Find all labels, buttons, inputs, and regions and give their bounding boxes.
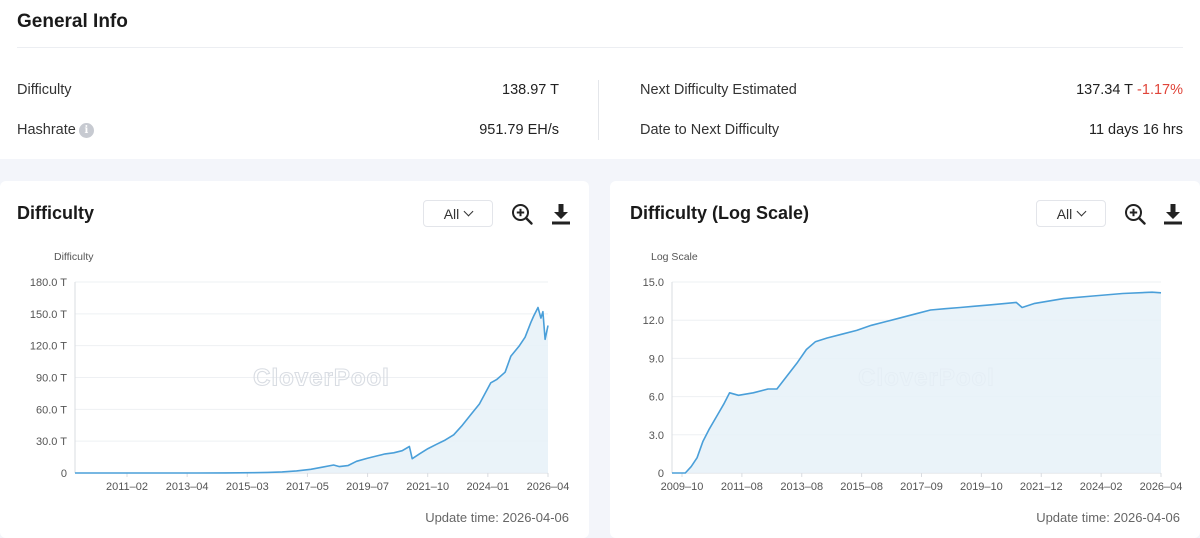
- x-tick-label: 2011–08: [721, 481, 763, 493]
- y-tick-label: 120.0 T: [30, 341, 67, 353]
- hashrate-label: Hashrate: [17, 122, 76, 138]
- x-tick-label: 2017–05: [286, 481, 329, 493]
- hashrate-row: Hashrate i 951.79 EH/s: [17, 120, 559, 140]
- date-to-next-label: Date to Next Difficulty: [640, 122, 780, 138]
- next-difficulty-change: -1.17%: [1137, 82, 1183, 98]
- y-tick-label: 60.0 T: [36, 404, 67, 416]
- zoom-in-icon[interactable]: [1123, 202, 1147, 226]
- x-tick-label: 2024–02: [1080, 481, 1123, 493]
- hashrate-label-group: Hashrate i: [17, 122, 94, 138]
- log-scale-chart: Log Scale03.06.09.012.015.0CloverPool200…: [643, 251, 1183, 493]
- x-tick-label: 2026–04: [1140, 481, 1183, 493]
- update-time: Update time: 2026-04-06: [425, 510, 569, 525]
- x-tick-label: 2013–08: [780, 481, 823, 493]
- difficulty-row: Difficulty 138.97 T: [17, 80, 559, 100]
- vertical-divider: [598, 80, 599, 140]
- next-difficulty-value: 137.34 T: [1076, 82, 1134, 98]
- x-tick-label: 2011–02: [106, 481, 148, 493]
- x-tick-label: 2024–01: [466, 481, 509, 493]
- difficulty-value: 138.97 T: [502, 82, 559, 98]
- range-select-label: All: [443, 205, 460, 222]
- log-scale-chart-card: Difficulty (Log Scale) All Log Scale 0 3.0…: [610, 181, 1200, 538]
- chevron-down-icon: [463, 206, 474, 217]
- next-difficulty-row: Next Difficulty Estimated 137.34 T -1.17%: [640, 80, 1183, 100]
- chevron-down-icon: [1076, 206, 1087, 217]
- x-tick-label: 2026–04: [527, 481, 570, 493]
- next-difficulty-value-group: 137.34 T -1.17%: [1076, 82, 1183, 98]
- general-info-title: General Info: [17, 11, 128, 32]
- x-tick-label: 2019–07: [346, 481, 389, 493]
- y-tick-label: 0: [658, 468, 664, 480]
- x-tick-label: 2009–10: [661, 481, 704, 493]
- range-select-label: All: [1056, 205, 1073, 222]
- y-axis-title: Difficulty: [54, 251, 94, 263]
- series-area: [75, 307, 548, 473]
- hashrate-value: 951.79 EH/s: [479, 122, 559, 138]
- next-difficulty-label: Next Difficulty Estimated: [640, 82, 797, 98]
- log-chart-group: Log Scale03.06.09.012.015.0CloverPool200…: [643, 251, 1183, 493]
- log-scale-chart-title: Difficulty (Log Scale): [630, 203, 810, 223]
- y-tick-label: 150.0 T: [30, 309, 67, 321]
- update-time: Update time: 2026-04-06: [1036, 510, 1180, 525]
- download-icon[interactable]: [1161, 202, 1185, 226]
- x-tick-label: 2021–10: [406, 481, 449, 493]
- download-icon[interactable]: [549, 202, 573, 226]
- x-tick-label: 2019–10: [960, 481, 1003, 493]
- zoom-in-icon[interactable]: [510, 202, 534, 226]
- difficulty-chart-card: Difficulty All Difficulty 0 30.0 T 60.0 T 90…: [0, 181, 589, 538]
- difficulty-range-select[interactable]: All: [423, 200, 493, 227]
- x-tick-label: 2013–04: [166, 481, 209, 493]
- difficulty-label: Difficulty: [17, 82, 72, 98]
- divider: [17, 47, 1183, 48]
- y-tick-label: 15.0: [643, 277, 664, 289]
- y-tick-label: 30.0 T: [36, 436, 67, 448]
- y-tick-label: 6.0: [649, 392, 664, 404]
- y-tick-label: 180.0 T: [30, 277, 67, 289]
- y-tick-label: 12.0: [643, 315, 664, 327]
- y-tick-label: 90.0 T: [36, 373, 67, 385]
- series-line: [672, 291, 1162, 474]
- date-to-next-row: Date to Next Difficulty 11 days 16 hrs: [640, 120, 1183, 140]
- general-info-panel: General Info Difficulty 138.97 T Hashrat…: [0, 0, 1200, 159]
- log-range-select[interactable]: All: [1036, 200, 1106, 227]
- series-line: [75, 306, 549, 474]
- y-axis-title: Log Scale: [651, 251, 698, 263]
- info-icon[interactable]: i: [78, 122, 94, 138]
- watermark: CloverPool: [253, 365, 390, 392]
- difficulty-chart: Difficulty 0 30.0 T 60.0 T 90.0 T 120.0 T 150.…: [30, 251, 570, 493]
- series-area: [672, 292, 1161, 473]
- x-tick-label: 2017–09: [900, 481, 943, 493]
- y-tick-label: 9.0: [649, 353, 664, 365]
- y-tick-label: 3.0: [649, 430, 664, 442]
- difficulty-chart-title: Difficulty: [17, 203, 95, 223]
- x-tick-label: 2015–03: [226, 481, 269, 493]
- x-tick-label: 2021–12: [1020, 481, 1063, 493]
- x-tick-label: 2015–08: [840, 481, 883, 493]
- date-to-next-value: 11 days 16 hrs: [1088, 122, 1183, 138]
- y-tick-label: 0: [61, 468, 67, 480]
